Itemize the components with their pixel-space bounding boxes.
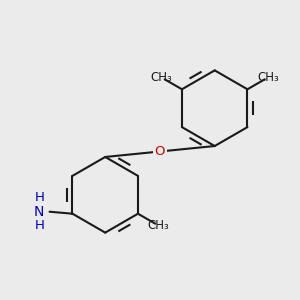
Text: CH₃: CH₃ xyxy=(147,219,169,232)
Text: H: H xyxy=(35,191,44,204)
Text: CH₃: CH₃ xyxy=(150,71,172,84)
Text: H: H xyxy=(35,219,44,232)
Text: O: O xyxy=(155,145,165,158)
Text: N: N xyxy=(33,205,44,219)
Text: CH₃: CH₃ xyxy=(257,71,279,84)
